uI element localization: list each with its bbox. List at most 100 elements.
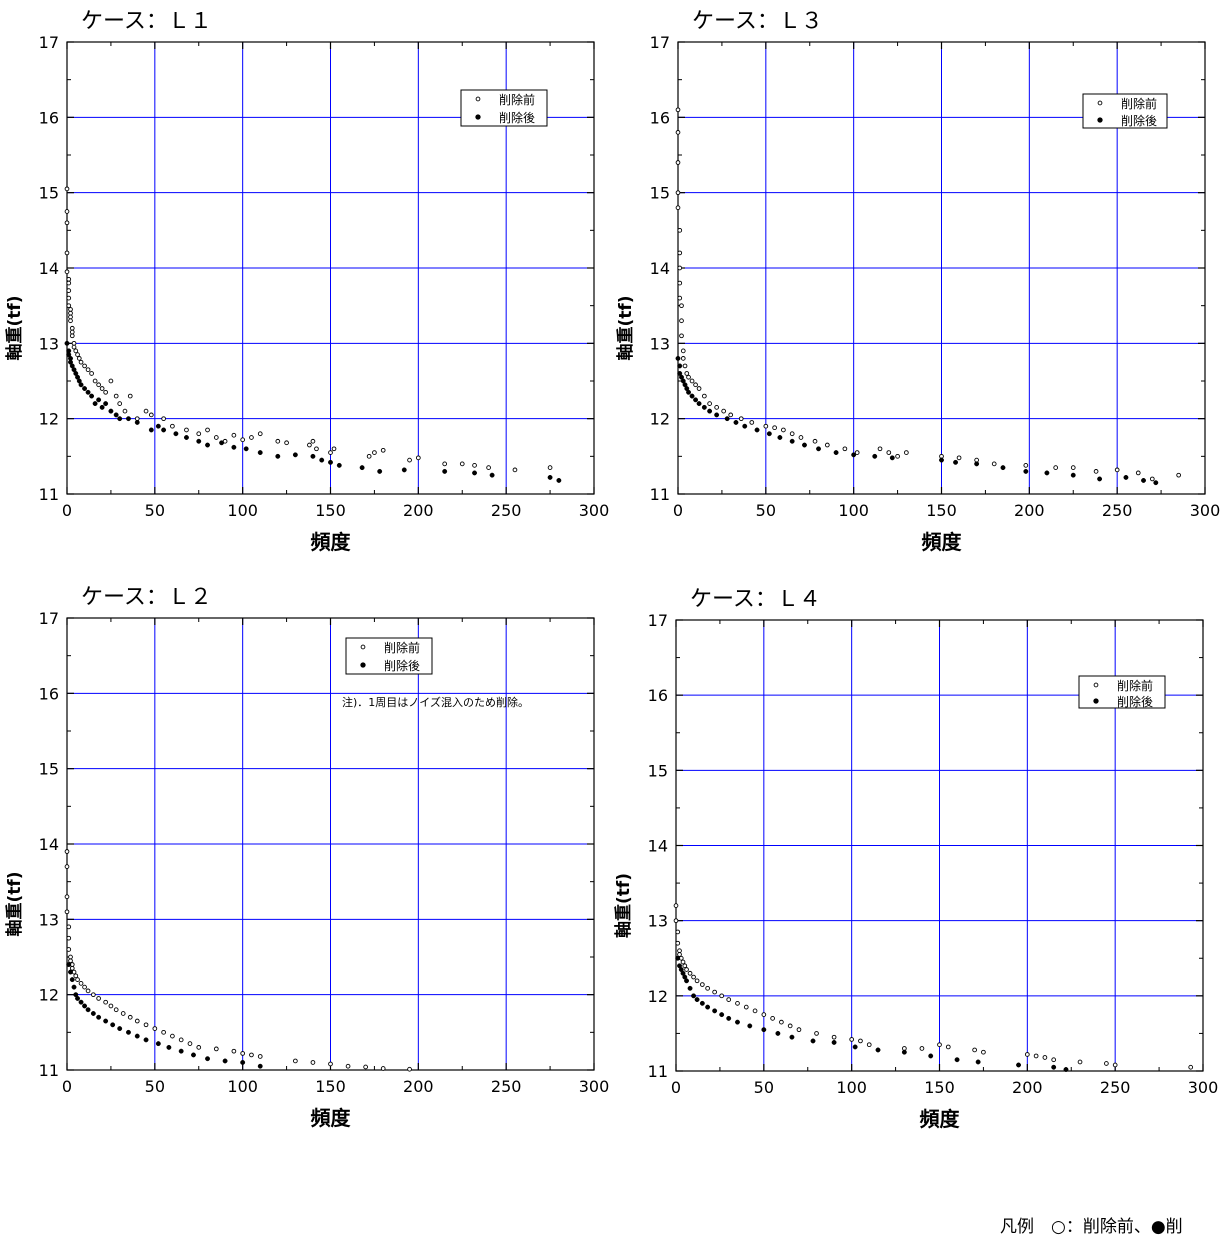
chart-4-series-2-point [831, 1039, 837, 1045]
chart-3-series-2-point [96, 1014, 102, 1020]
chart-2-series-1-point [772, 425, 777, 431]
chart-4-legend-marker-2 [1093, 698, 1099, 704]
chart-2-series-2-point [754, 427, 760, 433]
chart-1-series-1-point [66, 303, 72, 309]
chart-3-note: 注)．1周目はノイズ混入のため削除。 [342, 695, 529, 709]
chart-3-series-1-point [213, 1046, 219, 1052]
chart-3-series-1-point [143, 1022, 149, 1028]
chart-1-series-1-point [108, 378, 114, 384]
chart-3-series-2-point [166, 1044, 172, 1050]
chart-2-legend-label-1: 削除前 [1121, 96, 1157, 111]
chart-2-series-2-point [693, 397, 699, 403]
chart-4-series-1-point [866, 1042, 872, 1048]
chart-2-series-2-point [777, 435, 783, 440]
chart-4-series-1-point [1104, 1061, 1109, 1066]
chart-2-series-2-point [696, 401, 702, 407]
chart-2-y-tick-label-1: 12 [650, 410, 670, 429]
chart-4-legend-box [1078, 675, 1166, 709]
chart-2-series-1-point [679, 318, 684, 324]
chart-1-series-2-point [205, 442, 210, 448]
chart-4-legend-marker-1 [1093, 682, 1099, 688]
chart-2-series-1-point [680, 356, 686, 361]
chart-3-series-1-point [113, 1007, 119, 1013]
chart-3-series-1-point [69, 965, 75, 971]
chart-1-series-2-point [113, 412, 119, 418]
chart-1-series-1-point [366, 453, 372, 459]
chart-2-series-1-point [677, 295, 683, 301]
chart-2-series-1-point [877, 446, 883, 452]
chart-1-series-1-point [64, 250, 70, 256]
chart-1-series-1-point [512, 467, 518, 473]
chart-3-series-1-point [75, 977, 80, 982]
chart-4-series-1-point [761, 1012, 767, 1017]
chart-3-x-tick-label-0: 0 [62, 1077, 72, 1096]
chart-1-series-2-point [92, 401, 98, 407]
chart-2-series-1-point [677, 280, 683, 286]
chart-3-series-1-point [64, 909, 70, 915]
chart-3-series-1-point [66, 924, 72, 930]
chart-4-series-1-point [919, 1046, 925, 1051]
chart-2-series-1-point [991, 461, 997, 467]
chart-2-series-2-point [1097, 476, 1103, 482]
chart-1-legend-marker-2 [475, 114, 481, 120]
chart-1-series-2-point [196, 438, 202, 444]
chart-1-series-2-point [442, 468, 448, 474]
chart-2-series-2-point [851, 452, 857, 458]
chart-1-series-2-point [328, 459, 333, 465]
chart-3-series-1-point [90, 992, 96, 998]
chart-2-series-2-point [889, 455, 895, 461]
chart-1-series-2-point [319, 457, 325, 463]
chart-3-series-2-point [71, 984, 77, 990]
chart-2-y-axis-label: 軸重(tf) [615, 295, 636, 360]
chart-1-x-tick-label-4: 200 [403, 501, 434, 520]
chart-1-series-1-point [231, 432, 237, 438]
chart-1-series-1-point [380, 447, 386, 453]
chart-4-series-1-point [691, 974, 696, 980]
chart-3-series-1-point [249, 1052, 254, 1058]
chart-4-series-2-point [726, 1015, 732, 1021]
chart-4-y-tick-label-5: 16 [648, 686, 668, 705]
chart-1-series-2-point [377, 468, 383, 474]
chart-1-x-axis-label: 頻度 [311, 530, 352, 554]
chart-2-series-2-point [1023, 468, 1029, 474]
chart-3-series-1-point [178, 1037, 184, 1043]
chart-2-series-2-point [701, 404, 707, 410]
chart-1-series-2-point [99, 404, 105, 410]
chart-4-series-1-point [858, 1038, 863, 1044]
chart-2-series-1-point [1135, 470, 1141, 476]
chart-3-series-2-point [75, 995, 80, 1001]
chart-3-series-2-point [68, 969, 73, 975]
chart-3-series-2-point [117, 1026, 123, 1032]
chart-4-series-2-point [699, 1000, 705, 1006]
chart-1-x-tick-label-6: 300 [579, 501, 610, 520]
chart-4-series-1-point [677, 952, 682, 957]
chart-3-series-1-point [161, 1029, 166, 1035]
chart-1-series-1-point [307, 442, 312, 448]
chart-1-series-2-point [336, 462, 342, 468]
chart-1-series-2-point [78, 382, 84, 388]
chart-4-series-1-point [1112, 1062, 1118, 1068]
chart-1-series-1-point [66, 280, 72, 286]
chart-2-series-1-point [680, 348, 686, 354]
chart-2-series-2-point [766, 431, 772, 437]
chart-1-series-1-point [73, 348, 79, 354]
chart-2-series-2-point [686, 389, 691, 395]
chart-2-series-1-point [824, 442, 830, 448]
chart-1-series-1-point [85, 367, 91, 373]
chart-1-series-1-point [459, 461, 465, 467]
chart-1-series-1-point [143, 408, 149, 414]
chart-4-series-1-point [1188, 1064, 1194, 1070]
chart-3-y-axis-label: 軸重(tf) [4, 871, 25, 936]
chart-1-y-tick-label-2: 13 [39, 334, 59, 353]
chart-2-series-2-point [1141, 477, 1146, 483]
chart-1-series-2-point [219, 440, 225, 446]
chart-1-series-2-point [401, 467, 407, 473]
chart-4-series-2-point [810, 1038, 816, 1044]
chart-1-series-1-point [127, 393, 133, 399]
chart-4-series-1-point [675, 940, 681, 946]
chart-4-series-1-point [699, 982, 705, 987]
chart-1-series-2-point [556, 477, 562, 483]
chart-4-x-tick-label-3: 150 [924, 1078, 955, 1097]
chart-1-series-2-point [489, 472, 495, 478]
chart-3-series-2-point [103, 1018, 109, 1024]
